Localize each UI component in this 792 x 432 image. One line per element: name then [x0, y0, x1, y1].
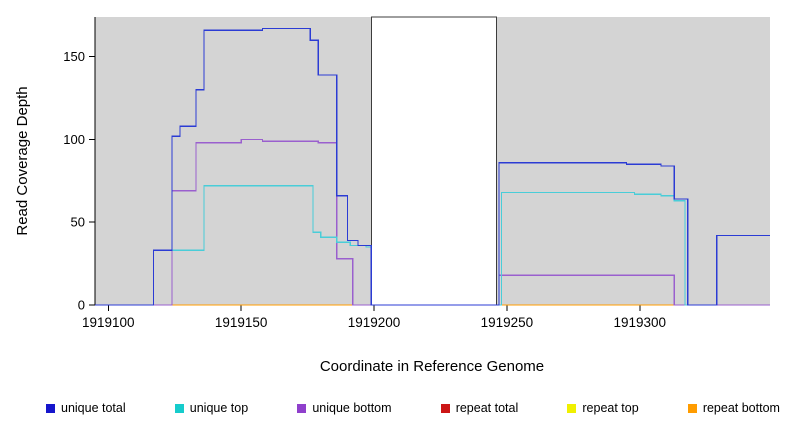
x-tick-label: 1919200 [348, 315, 401, 330]
legend-label: unique top [189, 401, 249, 415]
series-line-unique-top [95, 185, 770, 306]
y-tick-label: 50 [71, 215, 85, 230]
legend-label: repeat top [582, 401, 639, 415]
coverage-chart: 0 50 100 150 1919100 1919150 1919200 1919250 191… [14, 16, 770, 375]
x-tick-label: 1919300 [614, 315, 667, 330]
series-lines [95, 27, 770, 306]
axes: 0 50 100 150 1919100 1919150 1919200 1919250 191… [63, 17, 770, 330]
legend-swatch-repeat-total [440, 403, 450, 413]
y-tick-label: 150 [63, 49, 85, 64]
legend-item-repeat-bottom: repeat bottom [687, 401, 780, 415]
background-regions [95, 16, 770, 306]
legend-label: repeat bottom [702, 401, 780, 415]
legend-item-repeat-top: repeat top [567, 401, 639, 415]
x-axis-title: Coordinate in Reference Genome [320, 358, 544, 375]
legend: unique total unique top unique bottom repea… [46, 399, 780, 417]
y-axis-title: Read Coverage Depth [14, 86, 31, 235]
legend-item-unique-top: unique top [174, 401, 249, 415]
x-tick-label: 1919100 [82, 315, 135, 330]
legend-swatch-unique-total [46, 403, 55, 413]
legend-item-unique-total: unique total [46, 401, 126, 415]
gap-region [370, 16, 497, 306]
legend-label: repeat total [455, 401, 519, 415]
legend-label: unique total [61, 401, 126, 415]
coverage-region-2 [496, 17, 770, 305]
legend-swatch-repeat-top [567, 403, 577, 413]
coverage-region-1 [95, 17, 372, 305]
legend-swatch-unique-bottom [297, 403, 307, 413]
y-tick-label: 0 [78, 298, 85, 313]
x-tick-label: 1919150 [215, 315, 268, 330]
legend-item-unique-bottom: unique bottom [297, 401, 392, 415]
legend-item-repeat-total: repeat total [440, 401, 519, 415]
series-line-unique-total [95, 27, 770, 306]
y-tick-label: 100 [63, 132, 85, 147]
x-tick-label: 1919250 [481, 315, 534, 330]
legend-label: unique bottom [312, 401, 392, 415]
legend-swatch-repeat-bottom [687, 403, 697, 413]
legend-swatch-unique-top [174, 403, 184, 413]
